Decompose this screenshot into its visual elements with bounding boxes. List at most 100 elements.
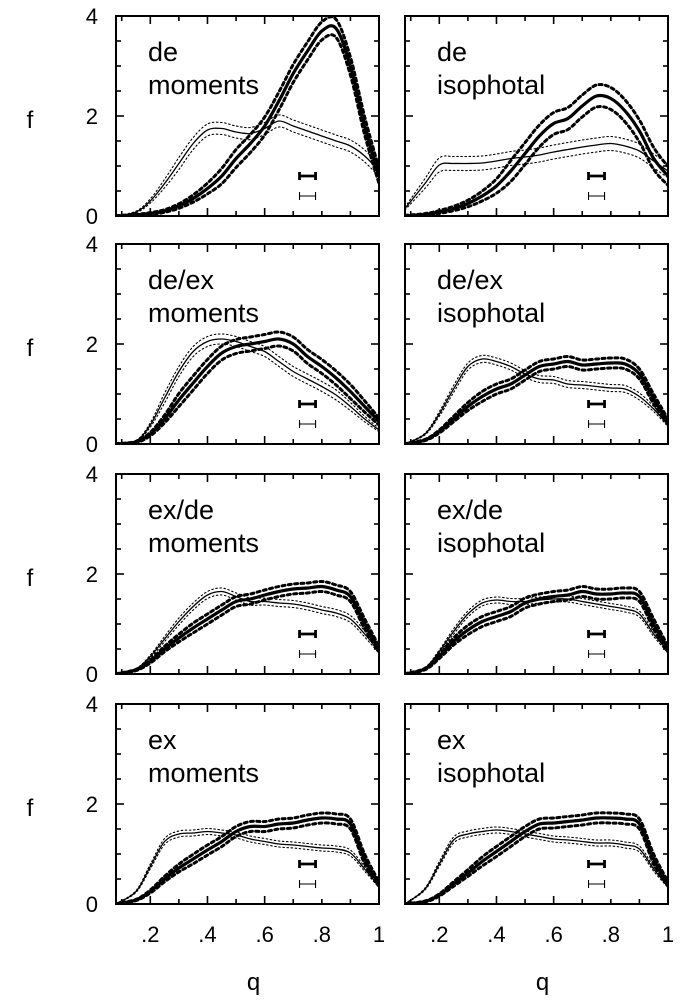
panel-label-line2: moments bbox=[148, 298, 259, 328]
thin-band-upper bbox=[405, 354, 668, 444]
thin-error-bar bbox=[587, 880, 606, 888]
thin-error-bar bbox=[587, 420, 606, 428]
thick-band-lower bbox=[405, 821, 668, 904]
y-axis-label: f bbox=[27, 335, 34, 362]
x-tick-label: .2 bbox=[430, 922, 448, 947]
panel-label-line1: de/ex bbox=[148, 265, 215, 295]
y-tick-label: 4 bbox=[86, 4, 98, 29]
panel-curves bbox=[116, 811, 379, 904]
x-axis-label: q bbox=[247, 969, 260, 996]
panel-label-line2: isophotal bbox=[437, 528, 545, 558]
thin-curve bbox=[116, 338, 379, 444]
panel-label-line1: ex bbox=[437, 725, 466, 755]
panel-label-line1: ex/de bbox=[437, 495, 503, 525]
thin-band-upper bbox=[405, 826, 668, 904]
thick-band-lower bbox=[116, 589, 379, 674]
panel-curves bbox=[405, 83, 668, 216]
y-tick-label: 2 bbox=[86, 332, 98, 357]
thick-curve bbox=[116, 816, 379, 904]
thick-error-bar bbox=[587, 860, 606, 868]
panel-label-line2: isophotal bbox=[437, 70, 545, 100]
panel-curves bbox=[116, 330, 379, 444]
thick-curve bbox=[116, 584, 379, 674]
x-tick-label: .2 bbox=[141, 922, 159, 947]
thick-band-lower bbox=[405, 594, 668, 674]
x-tick-label: .8 bbox=[313, 922, 331, 947]
x-tick-label: 1 bbox=[373, 922, 385, 947]
thin-error-bar bbox=[298, 880, 317, 888]
y-axis-label: f bbox=[27, 565, 34, 592]
y-tick-label: 2 bbox=[86, 792, 98, 817]
thin-band-upper bbox=[116, 827, 379, 904]
thick-band-lower bbox=[405, 364, 668, 444]
thick-band-upper bbox=[405, 811, 668, 904]
thin-band-lower bbox=[405, 149, 668, 211]
thin-band-upper bbox=[116, 587, 379, 674]
thick-error-bar bbox=[298, 630, 317, 638]
panel-label-line1: ex bbox=[148, 725, 177, 755]
thin-curve bbox=[116, 590, 379, 674]
thick-band-lower bbox=[116, 821, 379, 904]
thin-error-bar bbox=[587, 650, 606, 658]
y-tick-label: 2 bbox=[86, 104, 98, 129]
thin-error-bar bbox=[298, 650, 317, 658]
thick-band-lower bbox=[405, 105, 668, 216]
thick-band-upper bbox=[116, 811, 379, 904]
thick-error-bar bbox=[587, 630, 606, 638]
thin-band-lower bbox=[116, 833, 379, 904]
panel-label-line1: ex/de bbox=[148, 495, 214, 525]
x-tick-label: .4 bbox=[198, 922, 216, 947]
y-tick-label: 0 bbox=[86, 432, 98, 457]
thick-band-upper bbox=[405, 83, 668, 216]
x-tick-label: .6 bbox=[255, 922, 273, 947]
thick-band-lower bbox=[116, 344, 379, 444]
thin-band-upper bbox=[116, 333, 379, 444]
thin-error-bar bbox=[587, 192, 606, 200]
thin-curve bbox=[405, 829, 668, 904]
thick-curve bbox=[405, 93, 668, 216]
panel-label-line2: isophotal bbox=[437, 298, 545, 328]
thin-band-lower bbox=[405, 601, 668, 674]
x-axis-label: q bbox=[536, 969, 549, 996]
y-tick-label: 0 bbox=[86, 892, 98, 917]
panel-label-line2: moments bbox=[148, 528, 259, 558]
thick-curve bbox=[116, 337, 379, 444]
thin-band-lower bbox=[116, 126, 379, 216]
thick-curve bbox=[405, 359, 668, 444]
panel-label-line2: moments bbox=[148, 70, 259, 100]
thin-error-bar bbox=[298, 192, 317, 200]
panel-label-line2: moments bbox=[148, 758, 259, 788]
thick-curve bbox=[116, 24, 379, 216]
y-axis-label: f bbox=[27, 107, 34, 134]
thin-curve bbox=[405, 358, 668, 444]
thick-band-upper bbox=[116, 579, 379, 674]
panel-curves bbox=[116, 579, 379, 674]
thin-band-lower bbox=[116, 594, 379, 674]
panel-label-line1: de bbox=[437, 37, 467, 67]
thick-curve bbox=[405, 589, 668, 674]
panel-label-line1: de bbox=[148, 37, 178, 67]
thick-band-upper bbox=[116, 330, 379, 444]
panel-label-line2: isophotal bbox=[437, 758, 545, 788]
y-tick-label: 2 bbox=[86, 562, 98, 587]
thin-curve bbox=[116, 120, 379, 216]
y-tick-label: 4 bbox=[86, 232, 98, 257]
y-tick-label: 0 bbox=[86, 204, 98, 229]
panel-curves bbox=[116, 16, 379, 216]
y-tick-label: 0 bbox=[86, 662, 98, 687]
y-tick-label: 4 bbox=[86, 462, 98, 487]
x-tick-label: 1 bbox=[662, 922, 674, 947]
thin-curve bbox=[405, 598, 668, 674]
thick-band-upper bbox=[405, 584, 668, 674]
thin-band-lower bbox=[405, 832, 668, 904]
thick-curve bbox=[405, 816, 668, 904]
y-tick-label: 4 bbox=[86, 692, 98, 717]
thick-error-bar bbox=[587, 400, 606, 408]
